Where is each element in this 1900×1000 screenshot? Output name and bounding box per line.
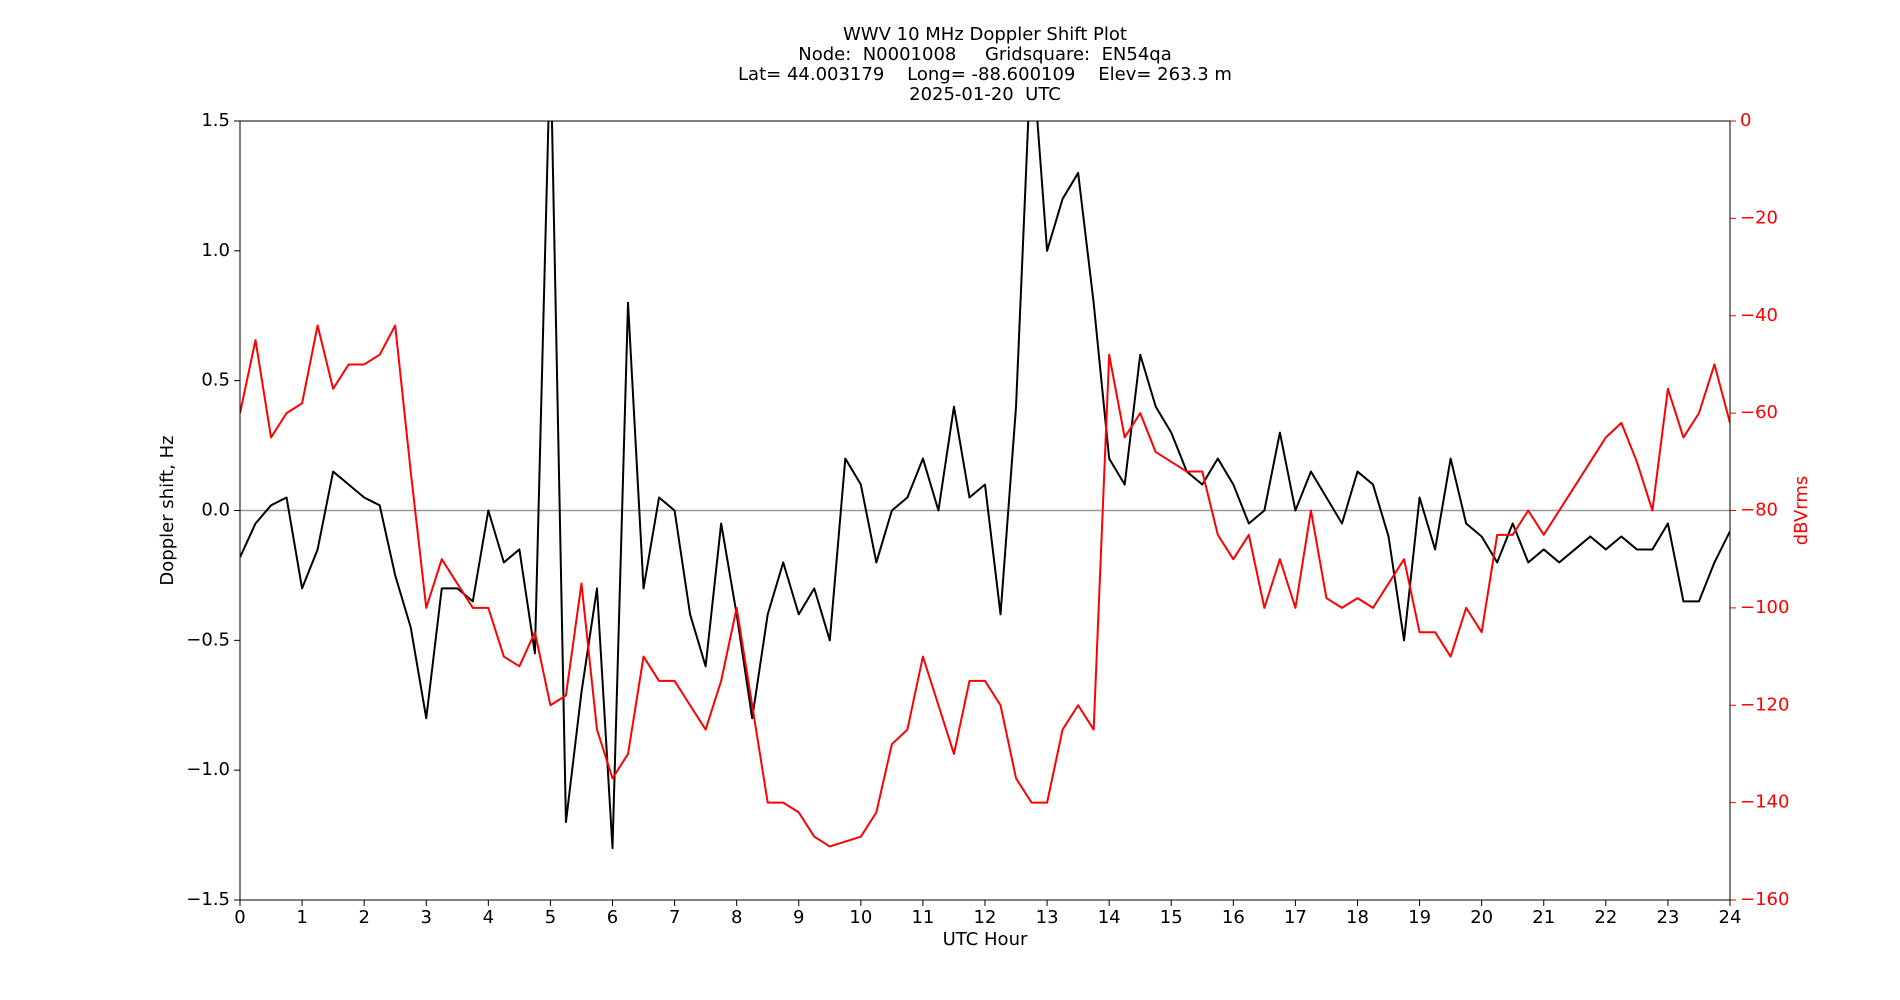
y-tick-label: −0.5 bbox=[186, 629, 230, 650]
y-axis-label: Doppler shift, Hz bbox=[157, 435, 178, 585]
y-tick-label: 0.5 bbox=[201, 370, 230, 391]
x-tick-label: 22 bbox=[1594, 907, 1617, 928]
y-tick-label: 1.0 bbox=[201, 240, 230, 261]
y2-tick-label: −100 bbox=[1740, 597, 1789, 618]
y2-tick-label: −160 bbox=[1740, 889, 1789, 910]
data-line bbox=[240, 324, 1730, 848]
x-axis-label: UTC Hour bbox=[943, 929, 1028, 950]
x-tick-label: 21 bbox=[1532, 907, 1555, 928]
x-tick-label: 19 bbox=[1408, 907, 1431, 928]
x-tick-label: 5 bbox=[545, 907, 556, 928]
chart-title: Lat= 44.003179 Long= -88.600109 Elev= 26… bbox=[738, 64, 1232, 85]
data-line bbox=[240, 121, 1730, 850]
x-tick-label: 18 bbox=[1346, 907, 1369, 928]
plot-frame bbox=[239, 120, 1731, 901]
y2-tick-label: −60 bbox=[1740, 402, 1778, 423]
x-tick-label: 8 bbox=[731, 907, 742, 928]
chart-title: 2025-01-20 UTC bbox=[909, 84, 1061, 105]
x-tick-label: 0 bbox=[234, 907, 245, 928]
y2-tick-label: −80 bbox=[1740, 500, 1778, 521]
x-tick-label: 7 bbox=[669, 907, 680, 928]
y2-tick-label: −140 bbox=[1740, 792, 1789, 813]
x-tick-label: 24 bbox=[1719, 907, 1742, 928]
x-tick-label: 4 bbox=[483, 907, 494, 928]
x-tick-label: 9 bbox=[793, 907, 804, 928]
y-tick-label: 1.5 bbox=[201, 110, 230, 131]
x-tick-label: 16 bbox=[1222, 907, 1245, 928]
x-tick-label: 10 bbox=[849, 907, 872, 928]
y2-tick-label: 0 bbox=[1740, 110, 1751, 131]
y2-tick-label: −120 bbox=[1740, 694, 1789, 715]
x-tick-label: 23 bbox=[1656, 907, 1679, 928]
x-tick-label: 12 bbox=[974, 907, 997, 928]
y-tick-label: 0.0 bbox=[201, 500, 230, 521]
x-tick-label: 14 bbox=[1098, 907, 1121, 928]
x-tick-label: 17 bbox=[1284, 907, 1307, 928]
chart-title: WWV 10 MHz Doppler Shift Plot bbox=[843, 24, 1127, 45]
x-tick-label: 13 bbox=[1036, 907, 1059, 928]
x-tick-label: 2 bbox=[358, 907, 369, 928]
chart-title: Node: N0001008 Gridsquare: EN54qa bbox=[798, 44, 1172, 65]
x-tick-label: 11 bbox=[911, 907, 934, 928]
x-tick-label: 6 bbox=[607, 907, 618, 928]
x-tick-label: 15 bbox=[1160, 907, 1183, 928]
y-tick-label: −1.0 bbox=[186, 759, 230, 780]
x-tick-label: 1 bbox=[296, 907, 307, 928]
y2-tick-label: −40 bbox=[1740, 305, 1778, 326]
y2-tick-label: −20 bbox=[1740, 207, 1778, 228]
y2-axis-label: dBVrms bbox=[1791, 476, 1812, 546]
x-tick-label: 20 bbox=[1470, 907, 1493, 928]
x-tick-label: 3 bbox=[421, 907, 432, 928]
plot-area bbox=[240, 121, 1730, 850]
y-tick-label: −1.5 bbox=[186, 889, 230, 910]
